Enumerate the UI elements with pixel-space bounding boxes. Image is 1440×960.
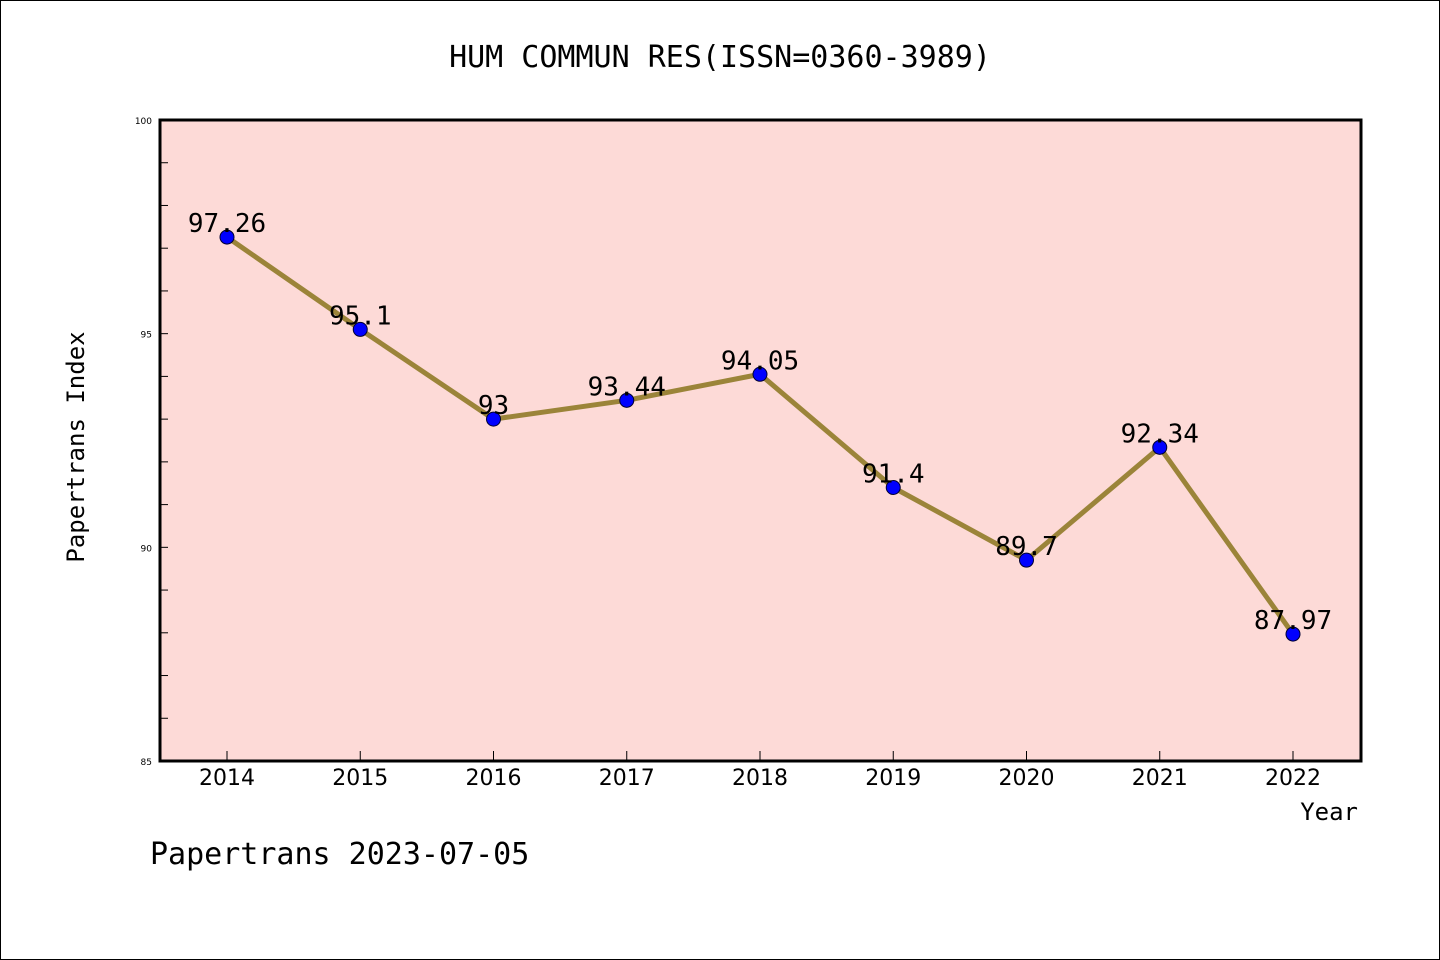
y-axis-label: Papertrans Index xyxy=(62,331,90,562)
data-markers xyxy=(219,229,1301,642)
data-point-marker xyxy=(885,480,901,496)
data-point-marker xyxy=(619,392,635,408)
x-tick-label: 2021 xyxy=(1132,766,1188,791)
y-tick-label: 95 xyxy=(141,331,152,341)
x-tick-label: 2022 xyxy=(1265,766,1321,791)
x-tick-label: 2017 xyxy=(599,766,655,791)
x-axis-ticks: 2014 2015 2016 2017 2018 2019 2020 2021 2022 xyxy=(199,751,1321,791)
x-tick-label: 2016 xyxy=(466,766,522,791)
data-value-label: 93.44 xyxy=(588,372,666,402)
y-tick-label: 85 xyxy=(141,758,152,768)
data-value-label: 87.97 xyxy=(1254,606,1332,636)
y-tick-label: 90 xyxy=(141,544,153,554)
y-tick-label: 100 xyxy=(135,117,152,127)
x-axis-label: Year xyxy=(1300,798,1358,826)
data-point-marker xyxy=(1152,439,1168,455)
data-value-label: 91.4 xyxy=(862,460,925,490)
data-point-marker xyxy=(219,229,235,245)
x-tick-label: 2014 xyxy=(199,766,255,791)
data-value-label: 95.1 xyxy=(329,301,392,331)
x-tick-label: 2018 xyxy=(732,766,788,791)
x-tick-label: 2019 xyxy=(865,766,921,791)
footer-date-stamp: Papertrans 2023-07-05 xyxy=(150,837,529,872)
data-value-label: 93 xyxy=(478,391,509,421)
data-value-label: 97.26 xyxy=(188,209,266,239)
plot-border xyxy=(158,118,1363,763)
x-tick-label: 2015 xyxy=(332,766,388,791)
data-point-marker xyxy=(352,321,368,337)
data-point-marker xyxy=(1019,552,1034,568)
data-labels: 97.26 95.1 93 93.44 94.05 91.4 89.7 92.34 87.97 xyxy=(188,209,1332,636)
data-value-label: 89.7 xyxy=(995,532,1058,562)
chart-title: HUM COMMUN RES(ISSN=0360-3989) xyxy=(449,40,991,75)
data-point-marker xyxy=(752,366,768,382)
data-point-marker xyxy=(1285,626,1301,642)
x-tick-label: 2020 xyxy=(999,766,1055,791)
data-value-label: 94.05 xyxy=(721,346,799,376)
data-point-marker xyxy=(486,411,501,427)
data-value-label: 92.34 xyxy=(1121,419,1199,449)
